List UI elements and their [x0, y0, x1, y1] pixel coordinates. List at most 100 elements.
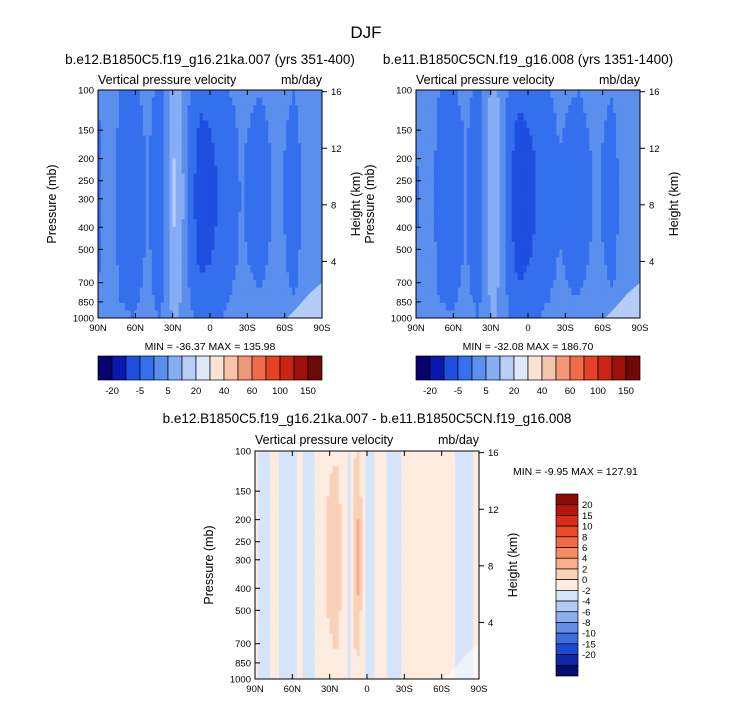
panel-1-cell [259, 302, 263, 311]
panel-1-cell [98, 204, 102, 213]
panel-2-cell [595, 204, 599, 213]
panel-1-cell [100, 150, 105, 159]
panel-2-cell [499, 242, 504, 251]
panel-1-cell [280, 112, 284, 121]
panel-2-cell [508, 257, 513, 266]
panel-1-cell [98, 120, 102, 129]
panel-1-cell [196, 135, 201, 144]
panel-2-cell [583, 211, 587, 220]
panel-1-cell [313, 219, 317, 228]
panel-1-cell [295, 295, 299, 304]
panel-1-cell [208, 242, 212, 251]
panel-1-cell [118, 249, 123, 258]
panel-2-cell [472, 219, 477, 228]
panel-2-cell [559, 272, 563, 281]
panel-2-cell [460, 295, 465, 304]
panel-1-cell [208, 280, 212, 289]
panel-2-cell [451, 166, 456, 175]
panel-2-cell [502, 112, 507, 121]
panel-2-cell [424, 166, 429, 175]
panel-1-cell [241, 105, 245, 114]
panel-1-cell [286, 173, 290, 182]
panel-1-cell [259, 310, 263, 319]
panel-1-cell [190, 128, 195, 137]
panel-2-cell [535, 90, 539, 99]
panel-1-cell [172, 302, 177, 311]
panel-2-cell [502, 173, 507, 182]
panel-2-cell [577, 143, 581, 152]
panel-1-cell [301, 128, 305, 137]
panel-1-cell [211, 188, 215, 197]
panel-2-cell [463, 112, 468, 121]
panel-2-cell [475, 280, 480, 289]
panel-1-cell [175, 90, 180, 99]
panel-2-cell [529, 196, 533, 205]
panel-1-cell [265, 158, 269, 167]
panel-2-cell [544, 188, 548, 197]
panel-1-cell [106, 196, 111, 205]
panel-2-cell [448, 219, 453, 228]
panel-1-cell [121, 204, 126, 213]
panel-1-cell [148, 181, 153, 190]
panel-2-cell [466, 135, 471, 144]
panel-1-cell [199, 302, 204, 311]
panel-1-cell [133, 249, 138, 258]
panel-2-cell [526, 120, 530, 129]
panel-1-cell [241, 173, 245, 182]
panel-1-cell [244, 143, 248, 152]
panel-1-cell [172, 280, 177, 289]
panel-1-cell [217, 105, 221, 114]
panel-2-cell [637, 166, 641, 175]
panel-2-cell [589, 272, 593, 281]
panel-2-cell [580, 280, 584, 289]
panel-1-cell [148, 90, 153, 99]
panel-3-cell [272, 565, 277, 574]
panel-2-cell [511, 112, 516, 121]
panel-1-cell [247, 150, 251, 159]
panel-1-cell [121, 242, 126, 251]
panel-1-cell [310, 249, 314, 258]
panel-2-cell [538, 143, 542, 152]
panel-2-cell [472, 249, 477, 258]
panel-1-cell [226, 188, 230, 197]
panel-2-cell [445, 97, 450, 106]
panel-3-cell [275, 481, 280, 490]
panel-1-cell [166, 257, 171, 266]
panel-1-cell [307, 150, 311, 159]
panel-1-cell [142, 128, 147, 137]
panel-1-cell [247, 264, 251, 273]
panel-2-cell [619, 166, 623, 175]
panel-2-cell [505, 112, 510, 121]
panel-1-cell [112, 249, 117, 258]
panel-2-cell [499, 135, 504, 144]
panel-2-cell [496, 90, 501, 99]
panel-2-cell [457, 242, 462, 251]
panel-3-cell [269, 656, 274, 665]
panel-2-cell [574, 143, 578, 152]
panel-1-cell [208, 97, 212, 106]
panel-1-cell [199, 264, 204, 273]
panel-1-cell [247, 97, 251, 106]
panel-1-cell [205, 128, 210, 137]
panel-1-cell [208, 112, 212, 121]
panel-1-cell [304, 226, 308, 235]
panel-2-cell [634, 242, 638, 251]
panel-2-cell [499, 226, 504, 235]
panel-2-cell [460, 287, 465, 296]
panel-1-cell [247, 226, 251, 235]
panel-2-cell [565, 105, 569, 114]
panel-1-cell [139, 264, 144, 273]
panel-2-cell [502, 196, 507, 205]
panel-1-cell [208, 188, 212, 197]
panel-2-cell [514, 295, 519, 304]
panel-2-cell [478, 135, 483, 144]
panel-2-cell [463, 143, 468, 152]
panel-1-cell [127, 105, 132, 114]
panel-1-cell [301, 105, 305, 114]
panel-2-cell [526, 150, 530, 159]
panel-2-cell [631, 166, 635, 175]
panel-2-cell [583, 302, 587, 311]
panel-2-cell [550, 280, 554, 289]
panel-1-cell [148, 158, 153, 167]
panel-1-cell [166, 287, 171, 296]
